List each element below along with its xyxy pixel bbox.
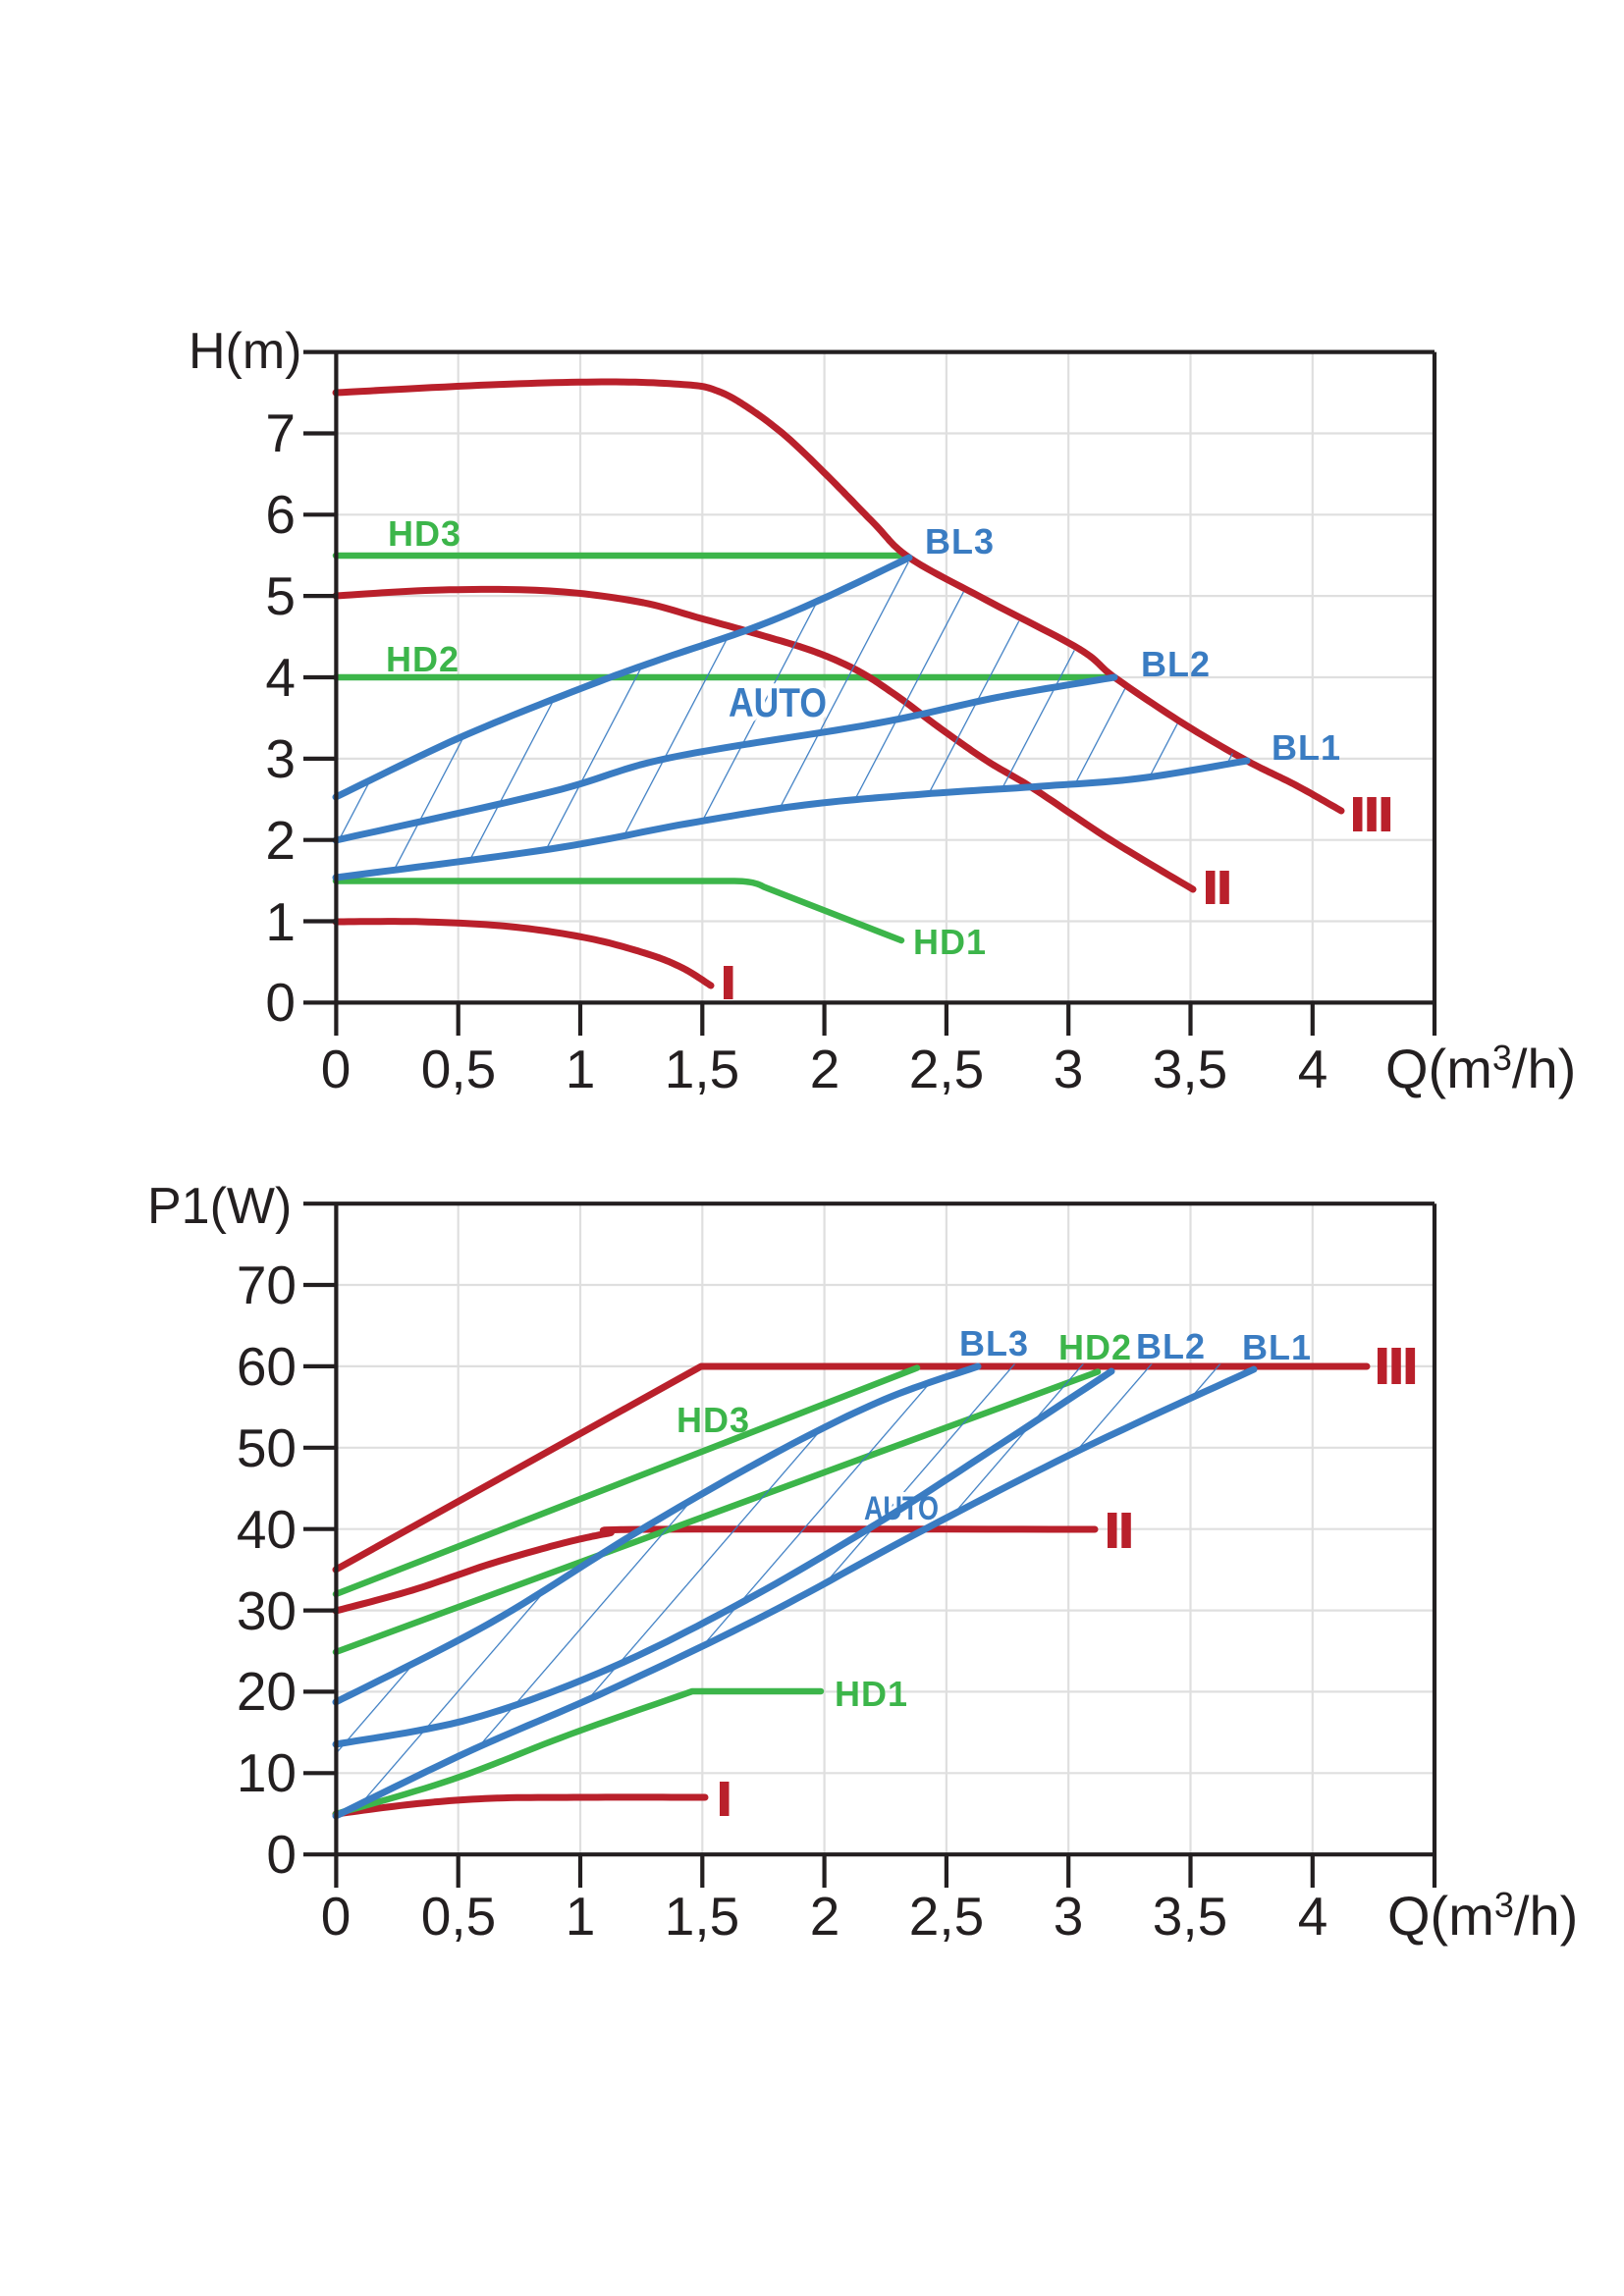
svg-text:3: 3: [1054, 1039, 1084, 1099]
svg-text:H(m): H(m): [189, 323, 302, 380]
svg-text:0: 0: [321, 1886, 352, 1947]
svg-text:4: 4: [265, 647, 296, 708]
svg-text:2: 2: [810, 1039, 840, 1099]
svg-text:BL2: BL2: [1141, 644, 1211, 684]
svg-text:5: 5: [265, 565, 296, 626]
svg-text:6: 6: [265, 484, 296, 545]
svg-text:3: 3: [1054, 1886, 1084, 1947]
svg-text:2,5: 2,5: [909, 1039, 984, 1099]
svg-text:HD1: HD1: [835, 1674, 908, 1714]
svg-text:4: 4: [1298, 1039, 1328, 1099]
svg-text:3,5: 3,5: [1153, 1886, 1227, 1947]
svg-text:HD3: HD3: [677, 1400, 750, 1440]
svg-text:P1(W): P1(W): [147, 1178, 292, 1235]
svg-text:2: 2: [810, 1886, 840, 1947]
svg-text:50: 50: [237, 1417, 297, 1478]
svg-text:BL3: BL3: [925, 521, 995, 561]
svg-text:7: 7: [265, 402, 296, 463]
svg-text:4: 4: [1298, 1886, 1328, 1947]
svg-text:Q(m3/h): Q(m3/h): [1387, 1885, 1578, 1947]
svg-text:20: 20: [237, 1661, 297, 1722]
svg-text:BL1: BL1: [1242, 1327, 1312, 1367]
svg-text:1,5: 1,5: [665, 1039, 739, 1099]
svg-text:3,5: 3,5: [1153, 1039, 1227, 1099]
svg-text:60: 60: [237, 1336, 297, 1397]
svg-text:BL2: BL2: [1136, 1326, 1206, 1366]
svg-text:Q(m3/h): Q(m3/h): [1385, 1038, 1576, 1099]
svg-text:AUTO: AUTO: [729, 679, 827, 725]
svg-text:30: 30: [237, 1580, 297, 1641]
svg-text:0: 0: [321, 1039, 352, 1099]
svg-text:2,5: 2,5: [909, 1886, 984, 1947]
svg-text:0: 0: [266, 1824, 297, 1885]
svg-text:HD2: HD2: [1058, 1327, 1132, 1367]
svg-text:2: 2: [265, 810, 296, 871]
svg-text:1: 1: [566, 1039, 596, 1099]
svg-text:HD1: HD1: [913, 922, 987, 962]
svg-text:BL3: BL3: [959, 1323, 1029, 1363]
svg-text:1,5: 1,5: [665, 1886, 739, 1947]
svg-text:40: 40: [237, 1499, 297, 1560]
svg-text:BL1: BL1: [1272, 727, 1341, 768]
svg-text:10: 10: [237, 1742, 297, 1803]
svg-text:HD2: HD2: [386, 639, 460, 679]
svg-text:0,5: 0,5: [421, 1039, 496, 1099]
svg-text:70: 70: [237, 1255, 297, 1315]
svg-text:1: 1: [265, 891, 296, 952]
svg-text:HD3: HD3: [388, 513, 461, 554]
svg-text:0,5: 0,5: [421, 1886, 496, 1947]
svg-text:0: 0: [265, 972, 296, 1033]
svg-text:3: 3: [265, 728, 296, 789]
svg-text:1: 1: [566, 1886, 596, 1947]
